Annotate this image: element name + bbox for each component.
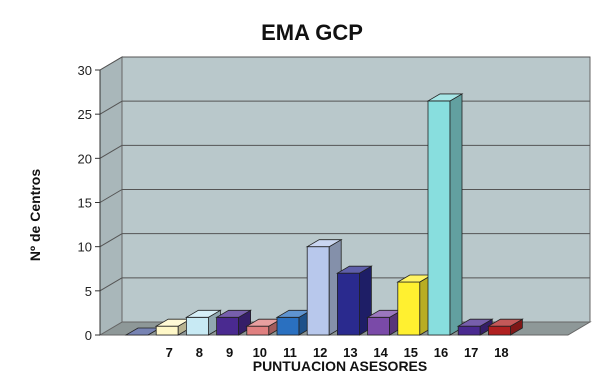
y-tick-label: 15 <box>78 196 92 211</box>
bar-front <box>276 316 300 336</box>
chart-title: EMA GCP <box>261 20 363 45</box>
bar-top <box>184 309 222 318</box>
y-axis-ticks: 0 5 10 15 20 25 30 <box>78 63 101 343</box>
x-tick-label: 14 <box>373 345 388 360</box>
bar-front <box>246 325 270 336</box>
grid-line <box>99 189 123 203</box>
grid-line <box>99 233 123 248</box>
bar <box>335 265 373 336</box>
bar-front <box>397 281 421 336</box>
y-tick-label: 25 <box>78 107 92 122</box>
bar-front <box>216 316 240 336</box>
y-tick-label: 30 <box>78 63 92 78</box>
y-axis-label: Nº de Centros <box>27 169 43 261</box>
x-axis-ticks: 7 8 9 10 11 12 13 14 15 16 17 18 <box>166 345 509 360</box>
grid-line <box>99 100 123 115</box>
x-axis-label: PUNTUACION ASESORES <box>253 358 428 374</box>
y-tick-label: 5 <box>85 284 92 299</box>
bar <box>305 238 343 336</box>
bar <box>275 309 313 336</box>
x-tick-label: 18 <box>494 345 508 360</box>
bar-top <box>456 318 494 327</box>
x-tick-label: 11 <box>283 345 297 360</box>
x-tick-label: 9 <box>226 345 233 360</box>
bar-side <box>449 93 463 336</box>
bar <box>184 309 222 336</box>
bar-front <box>155 325 179 336</box>
x-tick-label: 17 <box>464 345 478 360</box>
y-tick-label: 0 <box>85 328 92 343</box>
bar-front <box>185 316 209 336</box>
bar-top <box>305 239 343 248</box>
bar <box>426 93 464 336</box>
bar <box>396 274 434 336</box>
x-tick-label: 16 <box>434 345 448 360</box>
grid <box>99 56 590 292</box>
bar-front <box>457 325 481 336</box>
x-tick-label: 10 <box>253 345 267 360</box>
bar-top <box>335 265 373 274</box>
bar-front <box>427 100 451 336</box>
x-tick-label: 13 <box>343 345 357 360</box>
x-tick-label: 15 <box>404 345 418 360</box>
y-tick-label: 10 <box>78 240 92 255</box>
bars <box>124 93 524 336</box>
x-tick-label: 12 <box>313 345 327 360</box>
bar-front <box>336 272 360 336</box>
bar-front <box>367 316 391 336</box>
bar <box>366 309 404 336</box>
x-tick-label: 8 <box>196 345 203 360</box>
bar-top <box>426 93 464 102</box>
bar <box>215 309 253 336</box>
bar-top <box>215 309 253 318</box>
grid-line <box>99 277 123 292</box>
bar-front <box>487 325 511 336</box>
x-tick-label: 7 <box>166 345 173 360</box>
bar-front <box>306 246 330 336</box>
y-tick-label: 20 <box>78 151 92 166</box>
grid-line <box>99 144 123 159</box>
grid-line <box>99 56 123 71</box>
bar-top <box>486 318 524 327</box>
bar <box>486 318 524 336</box>
bar <box>456 318 494 336</box>
